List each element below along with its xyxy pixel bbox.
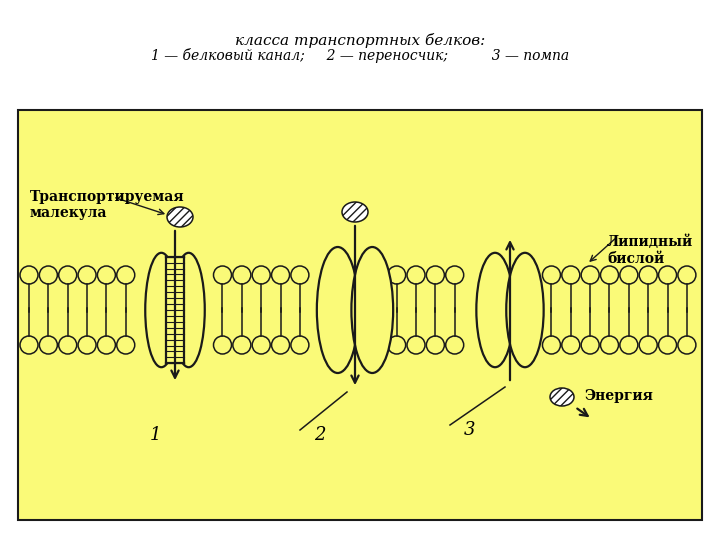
Text: 1: 1	[149, 426, 161, 444]
Ellipse shape	[550, 388, 574, 406]
Ellipse shape	[317, 247, 359, 373]
Text: класса транспортных белков:: класса транспортных белков:	[235, 33, 485, 48]
FancyBboxPatch shape	[18, 110, 702, 520]
Ellipse shape	[173, 253, 204, 367]
Text: Транспортируемая
малекула: Транспортируемая малекула	[30, 190, 184, 220]
Ellipse shape	[167, 207, 193, 227]
Ellipse shape	[506, 253, 544, 367]
Text: 2: 2	[314, 426, 325, 444]
Ellipse shape	[351, 247, 393, 373]
Text: 1 — белковый канал;     2 — переносчик;          3 — помпа: 1 — белковый канал; 2 — переносчик; 3 — …	[151, 48, 569, 63]
Text: Липидный
бислой: Липидный бислой	[607, 235, 693, 266]
Ellipse shape	[477, 253, 514, 367]
Ellipse shape	[342, 202, 368, 222]
Text: 3: 3	[464, 421, 476, 439]
Text: Энергия: Энергия	[584, 389, 653, 403]
Bar	[166, 256, 184, 363]
Ellipse shape	[145, 253, 178, 367]
